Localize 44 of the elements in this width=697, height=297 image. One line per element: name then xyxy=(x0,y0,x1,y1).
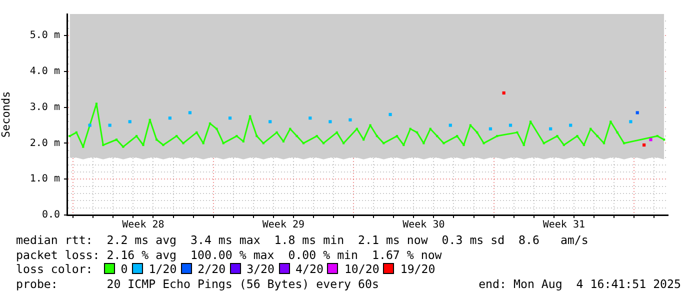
point xyxy=(448,124,452,127)
point xyxy=(328,120,332,124)
y-axis-title: Seconds xyxy=(0,91,12,138)
text: median rtt: 2.2 ms avg 3.4 ms max 1.8 ms min 2.1 ms now 0.3 ms sd 8.6 am/s xyxy=(16,233,590,248)
legend-label: 10/20 xyxy=(344,262,380,276)
point xyxy=(128,120,132,124)
text: end: Mon Aug 4 16:41:51 2025 xyxy=(478,276,681,292)
point xyxy=(108,124,112,127)
point xyxy=(168,116,172,120)
point xyxy=(88,124,92,127)
point xyxy=(388,112,392,116)
y-tick-label: 2.0 m xyxy=(30,138,60,149)
point xyxy=(649,138,652,142)
point xyxy=(629,120,632,124)
point xyxy=(308,116,312,120)
legend-label: 1/20 xyxy=(148,262,177,276)
point xyxy=(268,120,272,124)
point xyxy=(508,124,512,127)
x-tick-label: Week 31 xyxy=(542,220,585,231)
text: probe: 20 ICMP Echo Pings (56 Bytes) every 60s xyxy=(16,276,379,291)
point xyxy=(636,111,639,114)
legend-label: 3/20 xyxy=(246,262,275,276)
legend-label: 0 xyxy=(120,262,128,276)
x-tick-label: Week 30 xyxy=(402,220,445,231)
legend-label: 4/20 xyxy=(296,262,324,276)
legend-title: loss color: xyxy=(16,262,94,276)
y-tick-label: 1.0 m xyxy=(30,174,60,185)
y-tick-label: 4.0 m xyxy=(30,66,60,78)
point xyxy=(348,118,352,122)
y-tick-label: 5.0 m xyxy=(30,30,60,42)
x-tick-label: Week 29 xyxy=(262,220,305,231)
point xyxy=(642,143,646,147)
legend-label: 19/20 xyxy=(400,262,436,276)
point xyxy=(488,127,492,130)
point xyxy=(188,111,192,114)
x-tick-label: Week 28 xyxy=(122,220,164,231)
y-tick-label: 3.0 m xyxy=(30,102,60,113)
point xyxy=(549,127,552,130)
text: packet loss: 2.16 % avg 100.00 % max 0.00 % min 1.67 % now xyxy=(16,248,443,262)
legend-label: 2/20 xyxy=(198,262,226,276)
point xyxy=(502,91,506,95)
point xyxy=(228,116,232,120)
point xyxy=(569,124,572,127)
y-tick-label: 0.0 xyxy=(42,210,60,221)
